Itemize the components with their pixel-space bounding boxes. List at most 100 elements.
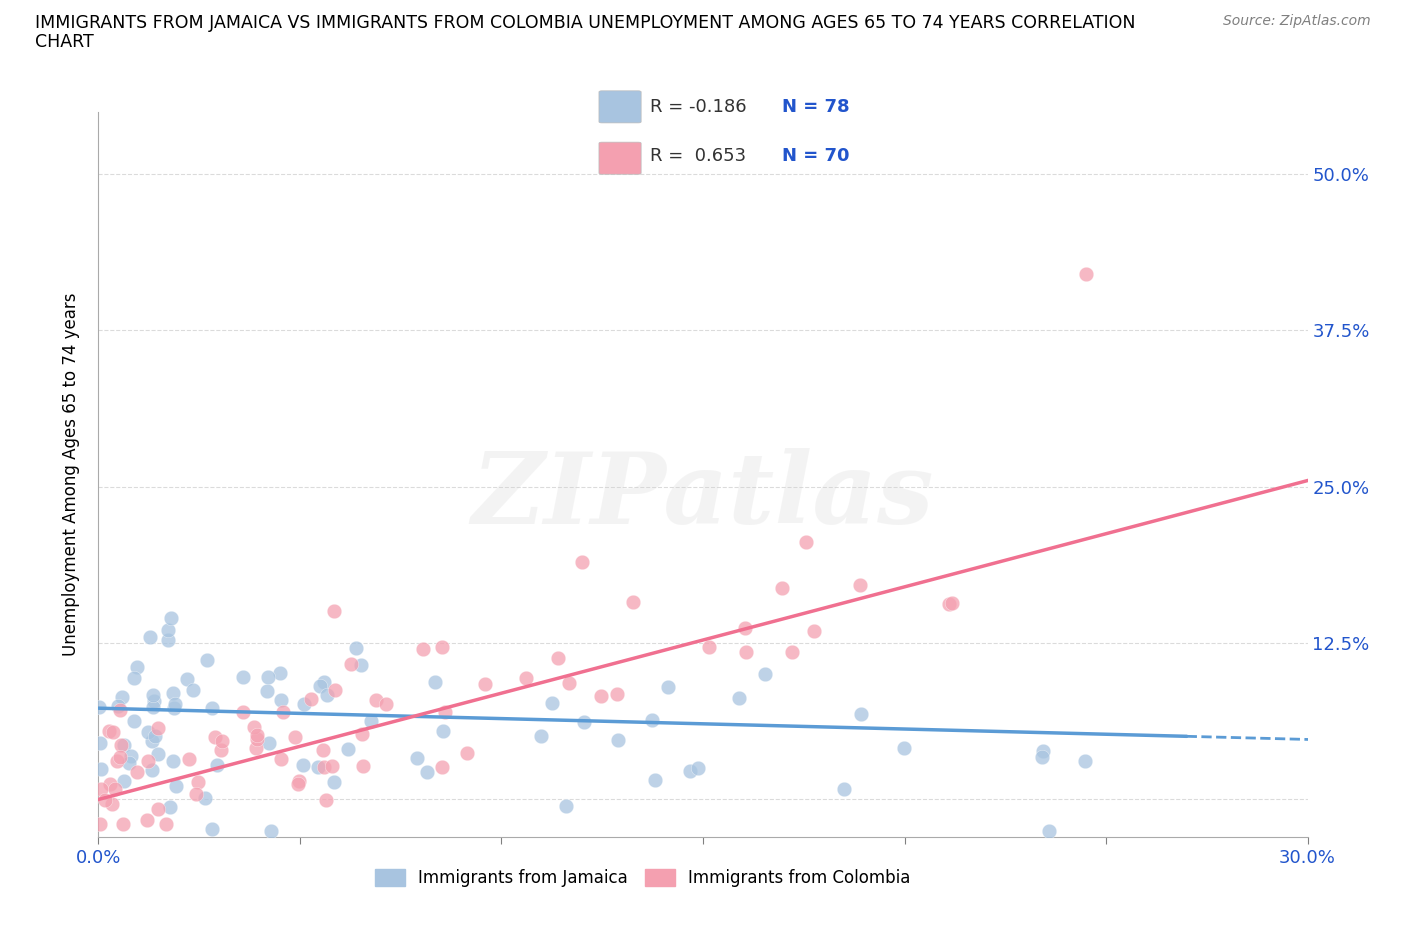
Point: [364, 693, 387, 708]
Point: [323, 683, 346, 698]
Point: [606, 687, 628, 702]
Point: [145, 729, 167, 744]
Point: [352, 759, 374, 774]
Point: [148, 802, 170, 817]
Point: [98, 724, 121, 738]
Point: [141, 763, 163, 777]
Point: [162, 686, 184, 701]
Point: [118, 756, 141, 771]
Point: [269, 665, 291, 680]
Text: R =  0.653: R = 0.653: [650, 147, 745, 165]
Point: [697, 640, 720, 655]
Point: [312, 742, 335, 757]
Point: [120, 748, 142, 763]
Point: [344, 641, 367, 656]
Point: [194, 790, 217, 805]
Point: [125, 659, 148, 674]
Point: [941, 595, 963, 610]
Point: [1073, 753, 1095, 768]
Point: [938, 597, 960, 612]
Point: [108, 750, 131, 764]
Point: [423, 674, 446, 689]
Point: [146, 747, 169, 762]
Point: [124, 713, 146, 728]
Point: [103, 724, 125, 739]
Point: [734, 620, 756, 635]
Point: [165, 778, 187, 793]
Point: [89, 736, 111, 751]
Point: [201, 700, 224, 715]
Point: [156, 633, 179, 648]
Point: [350, 658, 373, 672]
Point: [572, 714, 595, 729]
Point: [644, 773, 666, 788]
Point: [260, 823, 283, 838]
Point: [292, 758, 315, 773]
Point: [256, 670, 278, 684]
Point: [657, 679, 679, 694]
Point: [125, 764, 148, 779]
Point: [803, 624, 825, 639]
Point: [232, 705, 254, 720]
Point: [242, 719, 264, 734]
Point: [204, 729, 226, 744]
Point: [316, 687, 339, 702]
Point: [139, 630, 162, 644]
Point: [412, 642, 434, 657]
Point: [159, 800, 181, 815]
Point: [571, 555, 593, 570]
Point: [299, 692, 322, 707]
Point: [160, 611, 183, 626]
Point: [179, 752, 201, 767]
Point: [232, 670, 254, 684]
Point: [1074, 267, 1097, 282]
Point: [323, 775, 346, 790]
Point: [256, 684, 278, 698]
Point: [163, 697, 186, 711]
Point: [432, 760, 454, 775]
Point: [112, 817, 135, 832]
Point: [110, 737, 132, 752]
Legend: Immigrants from Jamaica, Immigrants from Colombia: Immigrants from Jamaica, Immigrants from…: [368, 862, 917, 894]
Text: R = -0.186: R = -0.186: [650, 98, 747, 116]
Point: [94, 792, 117, 807]
Point: [1032, 744, 1054, 759]
Point: [100, 777, 122, 791]
FancyBboxPatch shape: [599, 142, 641, 174]
Point: [136, 813, 159, 828]
Point: [314, 675, 336, 690]
Point: [141, 687, 163, 702]
Point: [340, 657, 363, 671]
Point: [112, 774, 135, 789]
Text: ZIPatlas: ZIPatlas: [472, 448, 934, 544]
Text: IMMIGRANTS FROM JAMAICA VS IMMIGRANTS FROM COLOMBIA UNEMPLOYMENT AMONG AGES 65 T: IMMIGRANTS FROM JAMAICA VS IMMIGRANTS FR…: [35, 14, 1136, 32]
Point: [89, 817, 111, 832]
Point: [111, 689, 134, 704]
Point: [205, 758, 228, 773]
Point: [136, 753, 159, 768]
Point: [406, 751, 429, 765]
Point: [201, 822, 224, 837]
Point: [108, 702, 131, 717]
Point: [107, 699, 129, 714]
Point: [122, 671, 145, 685]
Point: [547, 650, 569, 665]
Point: [554, 798, 576, 813]
Point: [195, 652, 218, 667]
Point: [138, 725, 160, 740]
Point: [288, 774, 311, 789]
Point: [641, 712, 664, 727]
Point: [350, 726, 373, 741]
Point: [156, 622, 179, 637]
Point: [181, 683, 204, 698]
Point: [141, 734, 163, 749]
Point: [754, 667, 776, 682]
Point: [337, 741, 360, 756]
Point: [515, 671, 537, 685]
Point: [90, 782, 112, 797]
Point: [432, 640, 454, 655]
Y-axis label: Unemployment Among Ages 65 to 74 years: Unemployment Among Ages 65 to 74 years: [62, 293, 80, 656]
Point: [433, 705, 456, 720]
FancyBboxPatch shape: [599, 91, 641, 123]
Point: [155, 817, 177, 832]
